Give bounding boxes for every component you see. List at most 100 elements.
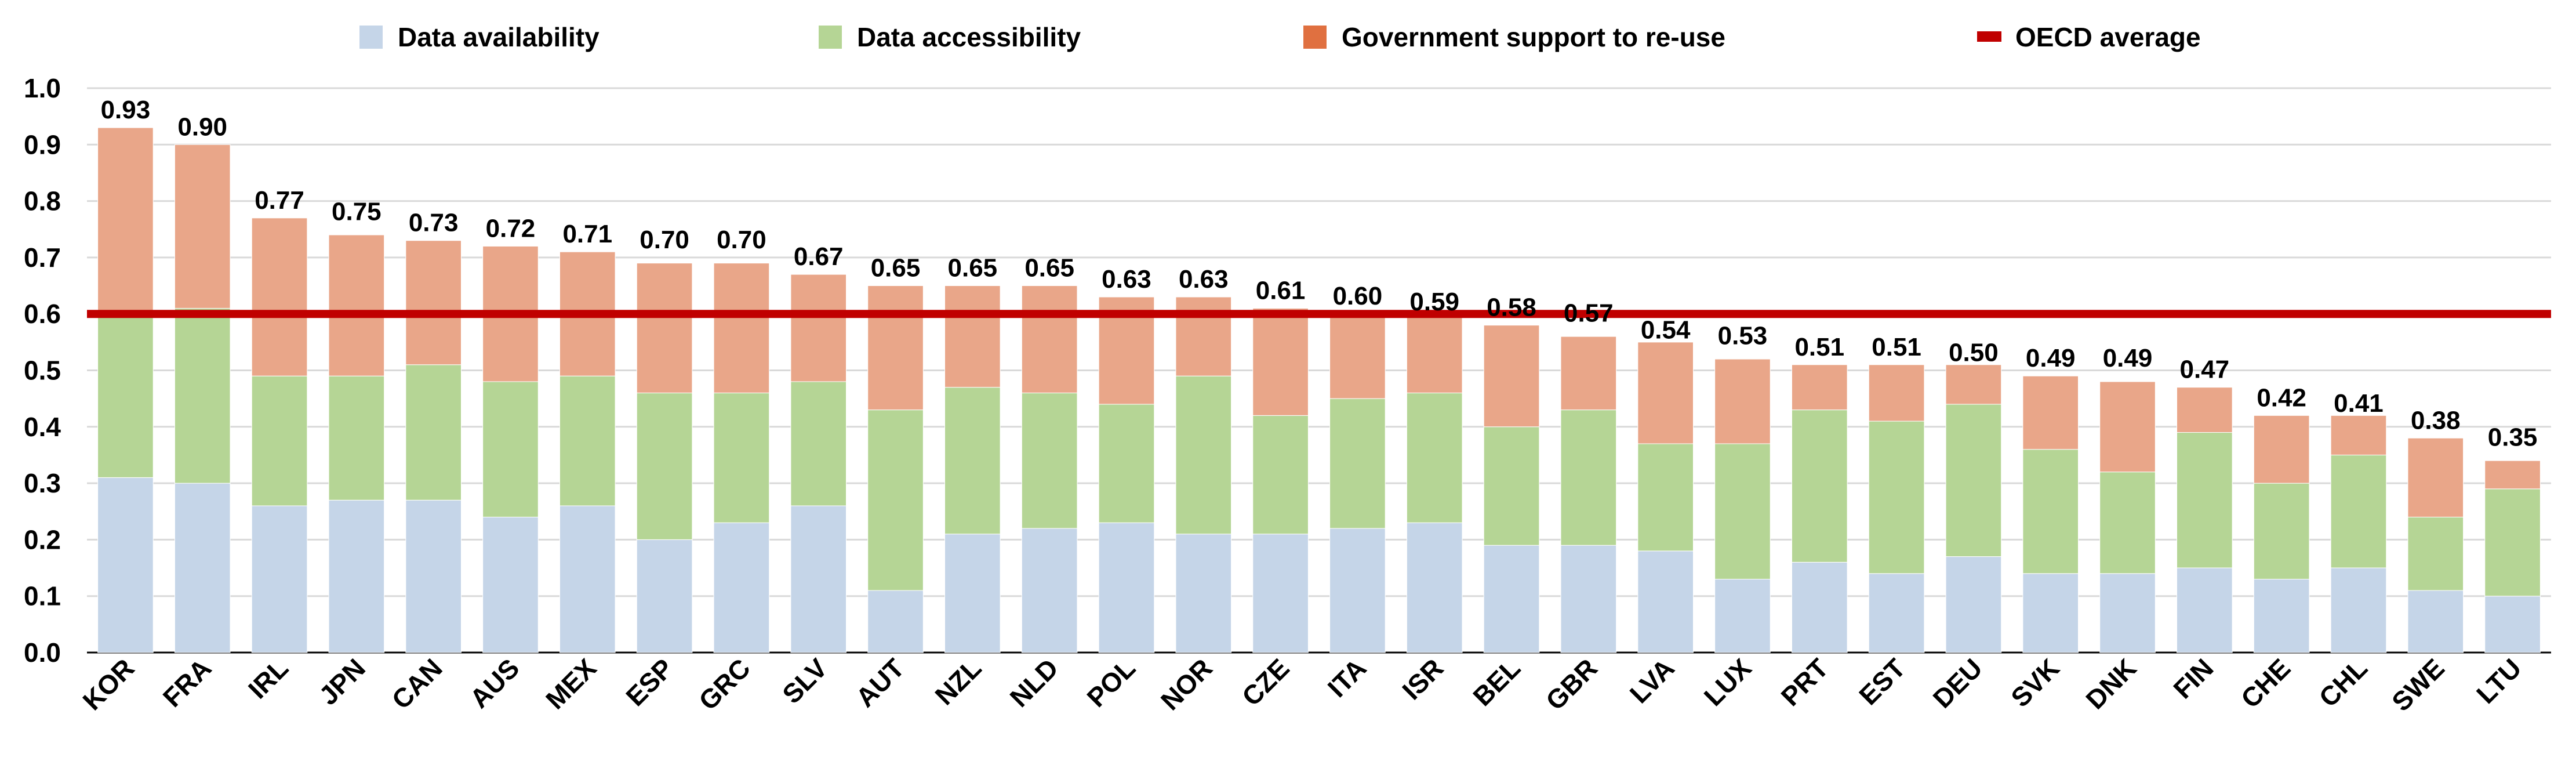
total-label: 0.90 [177,113,227,141]
y-tick-label: 0.5 [24,356,61,386]
x-tick-label: JPN [313,653,371,711]
bar-segment-data-availability [1252,534,1309,653]
y-tick-label: 0.6 [24,299,61,329]
bar-segment-data-accessibility [2177,432,2233,568]
bar-segment-data-accessibility [2484,488,2541,597]
legend-label: OECD average [2015,22,2201,52]
bar-segment-data-accessibility [713,392,770,523]
bar-segment-data-availability [944,534,1001,653]
x-tick-label: NZL [929,653,987,711]
total-label: 0.59 [1409,288,1459,316]
bar-segment-government-support-to-re-use [2022,375,2079,450]
bar-segment-government-support-to-re-use [1560,336,1617,411]
total-label: 0.53 [1718,321,1768,350]
bar-segment-data-availability [1714,579,1771,653]
legend-swatch [1303,26,1327,49]
bar-segment-government-support-to-re-use [1329,313,1386,399]
bar-segment-data-accessibility [867,410,924,591]
total-label: 0.51 [1794,333,1844,361]
bar-segment-data-accessibility [2253,483,2310,580]
bar-segment-government-support-to-re-use [1406,313,1463,393]
bar-segment-data-availability [1560,545,1617,653]
bar-segment-government-support-to-re-use [713,263,770,393]
y-tick-label: 1.0 [24,73,61,103]
bar-segment-data-accessibility [1791,410,1848,563]
bar-segment-data-availability [1329,528,1386,653]
x-tick-label: LTU [2470,653,2527,709]
x-tick-label: ISR [1396,653,1449,705]
total-label: 0.63 [1179,265,1229,293]
total-label: 0.57 [1564,299,1614,327]
bar-segment-data-accessibility [1406,392,1463,523]
bar-segment-data-availability [2177,567,2233,653]
bar-segment-data-availability [1406,522,1463,653]
bar-segment-data-accessibility [790,381,847,506]
x-tick-label: SVK [2005,653,2065,713]
bar-segment-data-availability [328,499,385,653]
total-label: 0.47 [2180,356,2230,384]
x-tick-label: AUS [464,653,525,713]
total-label: 0.60 [1333,282,1383,310]
bar-segment-data-accessibility [1252,415,1309,535]
bar-segment-government-support-to-re-use [1868,364,1925,422]
y-tick-label: 0.4 [24,412,61,442]
bar-segment-government-support-to-re-use [2407,437,2464,517]
x-tick-label: ESP [620,653,679,712]
y-tick-label: 0.8 [24,186,61,216]
total-label: 0.93 [101,96,151,124]
bar-segment-data-accessibility [1868,421,1925,574]
x-tick-label: MEX [540,653,602,715]
bar-segment-government-support-to-re-use [251,218,308,376]
bar-segment-data-availability [867,590,924,653]
bars [97,127,2541,653]
legend-label: Data accessibility [857,22,1081,52]
bar-segment-data-accessibility [1560,410,1617,546]
bar-segment-data-accessibility [2407,516,2464,591]
bar-segment-data-availability [2484,596,2541,653]
x-tick-label: LVA [1624,653,1680,709]
bar-segment-data-accessibility [328,375,385,501]
bar-segment-data-accessibility [405,364,462,501]
total-label: 0.63 [1102,265,1151,293]
y-tick-label: 0.1 [24,581,61,611]
total-label: 0.61 [1256,276,1306,305]
bar-segment-government-support-to-re-use [1791,364,1848,411]
x-tick-label: IRL [242,653,294,704]
total-label: 0.67 [794,242,844,271]
total-label: 0.50 [1949,339,1999,367]
bar-segment-government-support-to-re-use [174,144,231,309]
legend: Data availability Data accessibility Gover… [359,22,2201,52]
x-tick-label: CAN [386,653,448,715]
x-tick-label: AUT [850,653,910,713]
bar-segment-data-accessibility [559,375,616,506]
bar-segment-data-accessibility [1714,443,1771,580]
bar-segment-data-availability [1021,528,1078,653]
y-tick-label: 0.3 [24,468,61,498]
bar-segment-data-accessibility [944,387,1001,535]
bar-segment-data-availability [2407,590,2464,653]
bar-segment-government-support-to-re-use [1021,285,1078,393]
x-tick-label: DNK [2080,653,2142,715]
bar-segment-data-availability [1098,522,1155,653]
total-label: 0.70 [640,226,689,254]
bar-segment-government-support-to-re-use [636,263,693,393]
x-tick-label: FRA [157,653,217,713]
x-axis: KOR FRA IRL JPN CAN AUS MEX ESP GRC SLV AUT NZL NLD P… [77,653,2527,717]
bar-segment-data-availability [1175,534,1232,653]
bar-segment-data-accessibility [1329,398,1386,529]
total-label: 0.65 [1024,254,1074,282]
data-labels: 0.93 0.90 0.77 0.75 0.73 0.72 0.71 0.70 0.70 0.67… [101,96,2538,451]
y-axis: 0.0 0.1 0.2 0.3 0.4 0.5 0.6 0.7 0.8 0.9 1.0 [24,73,61,668]
bar-segment-government-support-to-re-use [2099,381,2156,473]
bar-segment-data-accessibility [636,392,693,540]
bar-segment-data-accessibility [1483,426,1540,546]
total-label: 0.72 [486,214,536,242]
bar-segment-data-availability [251,505,308,653]
bar-segment-government-support-to-re-use [405,240,462,365]
x-tick-label: DEU [1927,653,1988,713]
bar-segment-data-accessibility [1637,443,1694,552]
bar-segment-data-availability [1791,561,1848,653]
bar-segment-data-availability [174,483,231,653]
bar-segment-data-availability [1637,550,1694,653]
total-label: 0.65 [871,254,921,282]
